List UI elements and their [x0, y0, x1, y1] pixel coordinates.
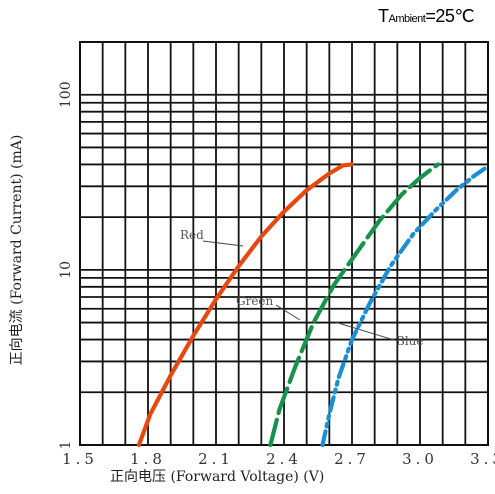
x-tick-label: 1.8 [130, 450, 166, 468]
x-tick-label: 2.4 [266, 450, 302, 468]
y-tick-label: 100 [58, 81, 74, 108]
series-label-green: Green [236, 294, 274, 308]
series-labels: Red Green Blue [180, 228, 424, 348]
series-line-red [136, 162, 355, 448]
y-tick-label: 10 [58, 261, 74, 279]
x-tick-label: 2.7 [334, 450, 370, 468]
x-tick-label: 2.1 [198, 450, 234, 468]
temp-symbol: T [378, 6, 389, 26]
leader-line-red [202, 240, 244, 247]
series-layer [136, 162, 491, 448]
y-tick-label: 1 [58, 441, 74, 450]
ambient-temperature-label: TAmbient=25℃ [378, 6, 475, 27]
series-line-blue [320, 164, 491, 448]
y-axis-label: 正向电流 (Forward Current) (mA) [9, 134, 25, 366]
x-tick-label: 3.3 [470, 450, 495, 468]
series-label-red: Red [180, 228, 204, 242]
leader-line-blue [334, 321, 395, 341]
temp-subscript: Ambient [388, 13, 426, 25]
leader-line-green [275, 304, 301, 321]
grid [79, 41, 489, 446]
plot-frame [79, 41, 489, 446]
x-tick-label: 1.5 [62, 450, 98, 468]
x-axis-label: 正向电压 (Forward Voltage) (V) [110, 469, 325, 485]
series-label-blue: Blue [396, 334, 424, 348]
temp-value: =25℃ [425, 6, 475, 26]
x-tick-label: 3.0 [402, 450, 438, 468]
tick-labels: 1.5 1.8 2.1 2.4 2.7 3.0 3.3 1 10 100 [58, 81, 495, 468]
series-line-green [268, 162, 441, 448]
